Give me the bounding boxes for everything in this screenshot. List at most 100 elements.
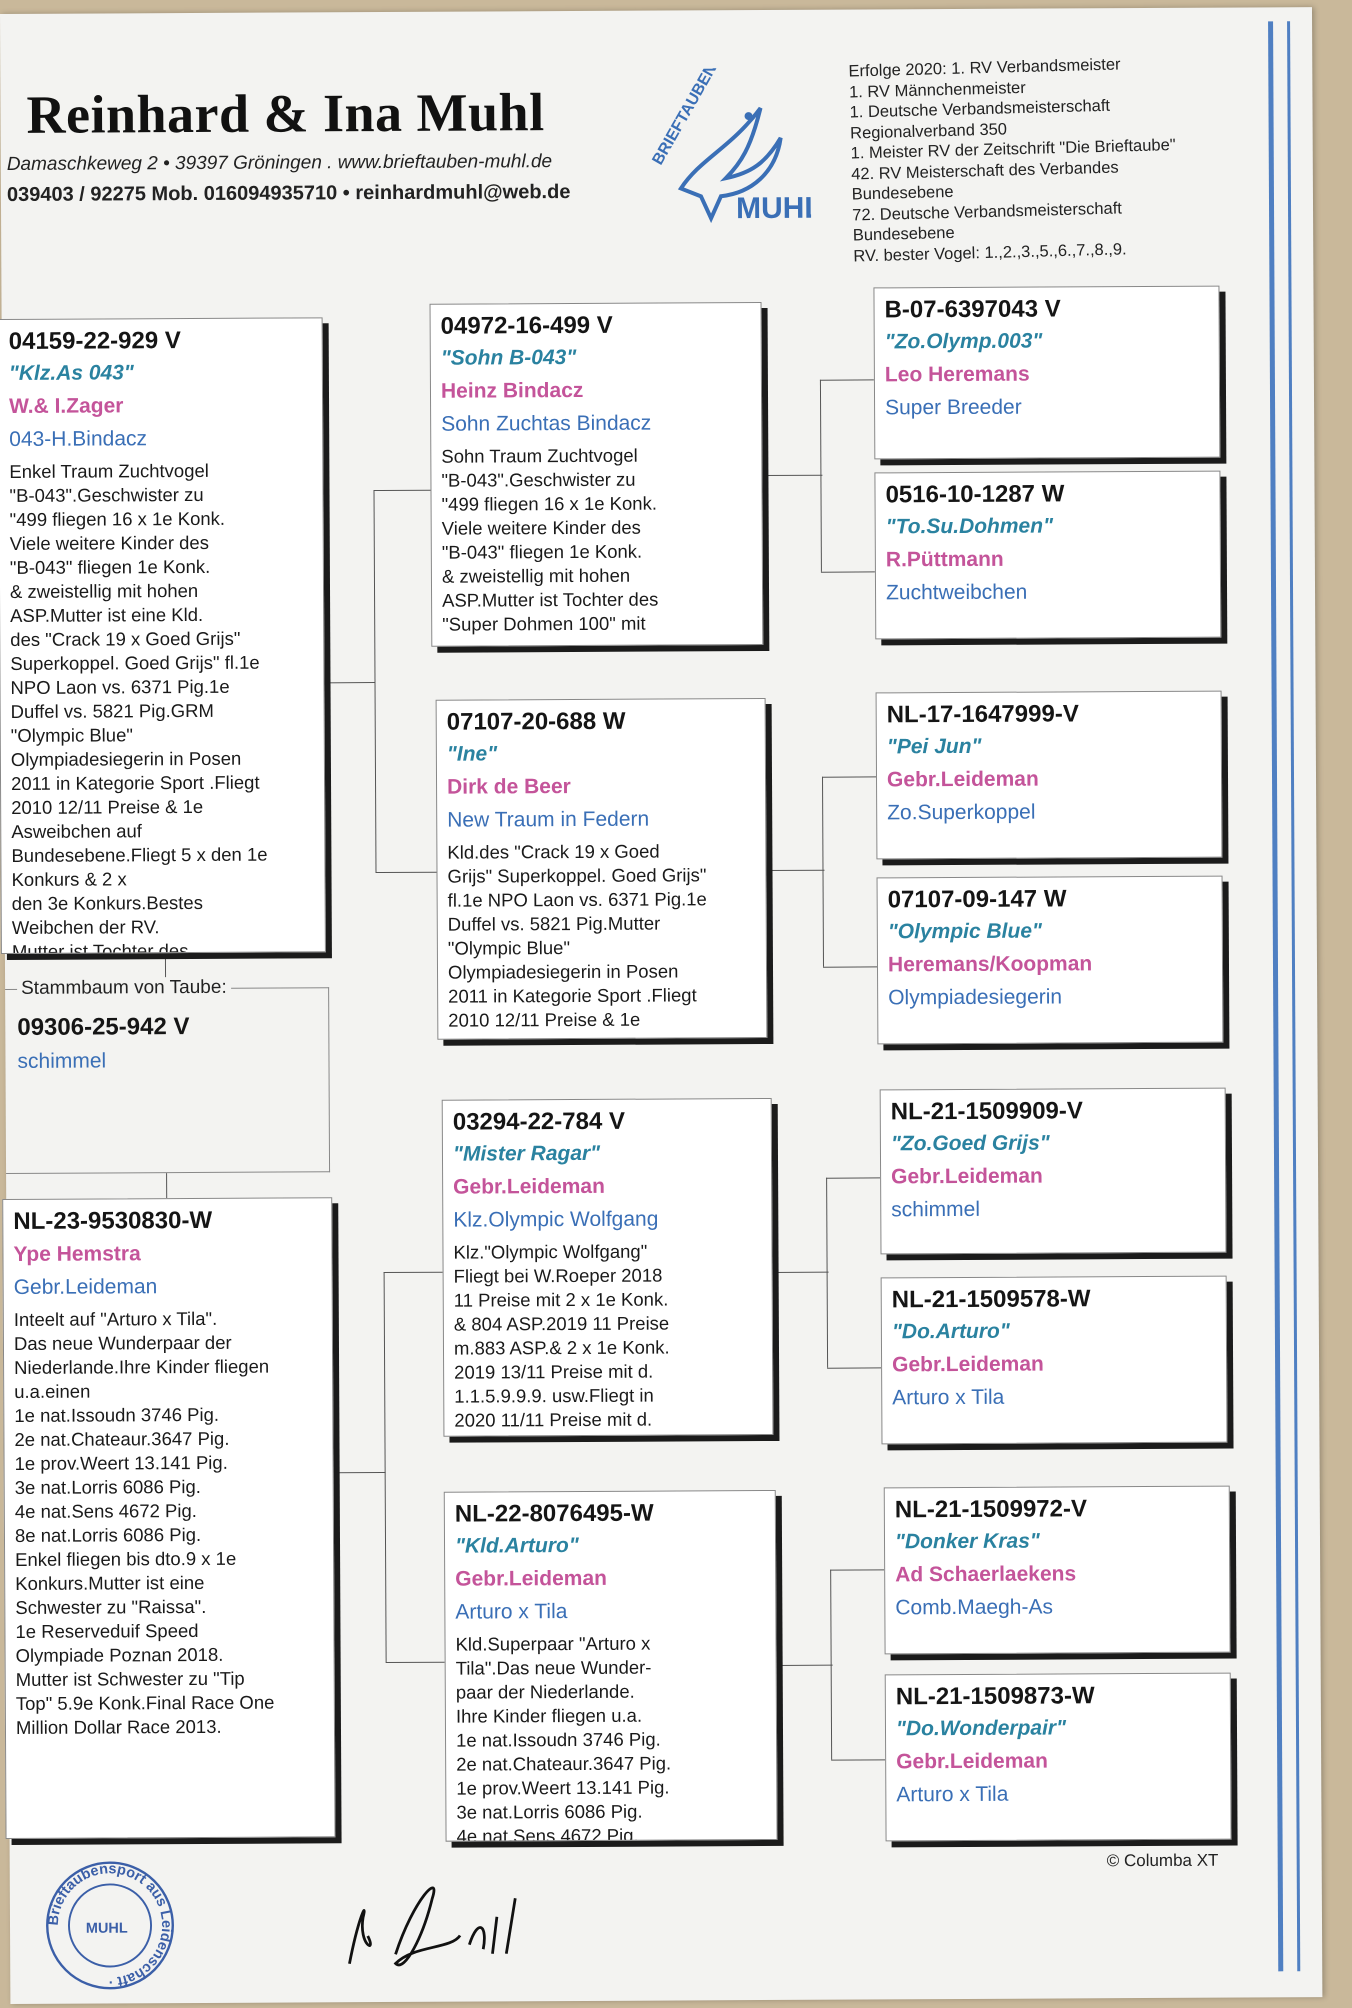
connector-line: [819, 379, 874, 381]
pigeon-name: "Zo.Goed Grijs": [890, 1131, 1050, 1156]
contact-line: 039403 / 92275 Mob. 016094935710 • reinh…: [6, 181, 571, 206]
connector-line: [827, 1367, 882, 1369]
pigeon-name: "Do.Wonderpair": [895, 1716, 1067, 1741]
signature: [348, 1886, 517, 1967]
pigeon-name: "Do.Arturo": [891, 1319, 1010, 1344]
connector-line: [826, 1177, 881, 1179]
pigeon-line3: Super Breeder: [885, 395, 1022, 420]
connector-line: [830, 1569, 885, 1571]
pedigree-box: NL-23-9530830-W Ype Hemstra Gebr.Leideman I…: [2, 1197, 336, 1839]
pigeon-ring: 0516-10-1287 W: [885, 480, 1065, 509]
pigeon-body: Sohn Traum Zuchtvogel "B-043".Geschwiste…: [441, 444, 659, 635]
pigeon-line3: Zuchtweibchen: [885, 580, 1028, 605]
connector-line: [373, 490, 377, 874]
subject-pigeon-box: Stammbaum von Taube: 09306-25-942 V schi…: [5, 976, 331, 1174]
pigeon-name: "Mister Ragar": [452, 1141, 601, 1166]
connector-line: [820, 571, 875, 573]
pedigree-box: NL-17-1647999-V "Pei Jun" Gebr.Leideman Zo.…: [875, 690, 1223, 860]
pigeon-ring: 07107-20-688 W: [446, 707, 626, 736]
connector-line: [375, 871, 437, 874]
connector-line: [762, 474, 823, 477]
pigeon-breeder: Ad Schaerlaekens: [895, 1562, 1077, 1587]
pigeon-body: Inteelt auf "Arturo x Tila". Das neue Wu…: [13, 1307, 275, 1738]
pedigree-box: 07107-20-688 W "Ine" Dirk de Beer New Traum…: [435, 698, 768, 1040]
connector-line: [383, 1272, 387, 1663]
pigeon-ring: NL-22-8076495-W: [454, 1499, 654, 1528]
pigeon-ring: NL-21-1509972-V: [894, 1495, 1088, 1524]
pigeon-name: "Ine": [446, 742, 498, 766]
connector-line: [772, 1271, 829, 1273]
pigeon-breeder: Gebr.Leideman: [892, 1352, 1044, 1377]
pigeon-ring: NL-21-1509578-W: [891, 1285, 1091, 1314]
connector-line: [822, 966, 878, 968]
connector-line: [385, 1661, 445, 1664]
pigeon-ring: 07107-09-147 W: [887, 885, 1067, 914]
pigeon-body: Klz."Olympic Wolfgang" Fliegt bei W.Roep…: [453, 1240, 670, 1431]
connector-line: [766, 869, 825, 871]
club-stamp: Brieftaubensport aus Leidenschaft · MUHL: [45, 1861, 174, 1990]
breeder-title: Reinhard & Ina Muhl: [26, 82, 545, 145]
pigeon-line3: Klz.Olympic Wolfgang: [453, 1207, 659, 1232]
connector-line: [166, 1173, 168, 1199]
pigeon-breeder: Leo Heremans: [884, 362, 1030, 387]
pedigree-box: NL-21-1509909-V "Zo.Goed Grijs" Gebr.Leide…: [879, 1087, 1227, 1255]
pigeon-body: Enkel Traum Zuchtvogel "B-043".Geschwist…: [9, 459, 268, 955]
pedigree-box: 0516-10-1287 W "To.Su.Dohmen" R.Püttmann Zu…: [874, 470, 1222, 640]
pigeon-line3: schimmel: [891, 1197, 981, 1222]
pedigree-box: 04972-16-499 V "Sohn B-043" Heinz Bindacz S…: [429, 302, 764, 647]
pigeon-line3: 043-H.Bindacz: [9, 427, 148, 451]
pigeon-ring: 04159-22-929 V: [8, 327, 181, 355]
pedigree-box: NL-21-1509578-W "Do.Arturo" Gebr.Leideman A…: [880, 1275, 1228, 1445]
pigeon-breeder: Gebr.Leideman: [896, 1749, 1048, 1774]
pigeon-breeder: Gebr.Leideman: [886, 767, 1039, 792]
pedigree-box: NL-21-1509972-V "Donker Kras" Ad Schaerlae…: [883, 1485, 1231, 1655]
pigeon-name: "Donker Kras": [894, 1529, 1040, 1554]
pedigree-box: NL-22-8076495-W "Kld.Arturo" Gebr.Leideman…: [443, 1489, 778, 1842]
pigeon-name: "Kld.Arturo": [454, 1533, 579, 1558]
pigeon-line3: Sohn Zuchtas Bindacz: [441, 411, 652, 436]
connector-line: [822, 776, 824, 967]
pigeon-breeder: Heinz Bindacz: [440, 378, 584, 403]
pigeon-ring: 04972-16-499 V: [440, 311, 613, 340]
pigeon-breeder: W.& I.Zager: [8, 394, 124, 418]
pigeon-breeder: Gebr.Leideman: [453, 1174, 605, 1199]
pigeon-name: "To.Su.Dohmen": [885, 514, 1054, 539]
connector-line: [776, 1664, 833, 1666]
pigeon-line3: Arturo x Tila: [896, 1782, 1009, 1807]
blue-rule: [1268, 21, 1284, 1972]
copyright: © Columba XT: [1106, 1850, 1219, 1871]
pigeon-breeder: Gebr.Leideman: [891, 1164, 1043, 1189]
subject-label: Stammbaum von Taube:: [17, 976, 231, 1000]
pigeon-breeder: Ype Hemstra: [13, 1242, 141, 1266]
pigeon-ring: NL-17-1647999-V: [886, 700, 1079, 729]
pedigree-box: NL-21-1509873-W "Do.Wonderpair" Gebr.Leide…: [884, 1672, 1232, 1842]
pigeon-breeder: Dirk de Beer: [446, 775, 571, 799]
brieftauben-logo: BRIEFTAUBEN MUHL: [650, 68, 812, 225]
pigeon-ring: B-07-6397043 V: [884, 295, 1061, 324]
blue-rule: [1287, 21, 1301, 1972]
connector-line: [333, 1472, 386, 1474]
pigeon-line3: New Traum in Federn: [447, 807, 650, 832]
pigeon-body: Kld.des "Crack 19 x Goed Grijs" Superkop…: [447, 840, 707, 1031]
pigeon-name: "Zo.Olymp.003": [884, 329, 1043, 354]
pigeon-line3: Arturo x Tila: [455, 1600, 568, 1624]
svg-text:MUHL: MUHL: [86, 1921, 128, 1937]
pedigree-sheet: Reinhard & Ina Muhl Damaschkeweg 2 • 393…: [0, 7, 1323, 2004]
pedigree-box: 04159-22-929 V "Klz.As 043" W.& I.Zager 043…: [0, 317, 326, 955]
connector-line: [323, 682, 376, 684]
pigeon-name: "Klz.As 043": [8, 361, 134, 385]
pigeon-line3: Olympiadesiegerin: [888, 985, 1063, 1010]
achievements-list: Erfolge 2020: 1. RV Verbandsmeister 1. RV…: [848, 53, 1178, 266]
pedigree-box: 07107-09-147 W "Olympic Blue" Heremans/Koo…: [876, 875, 1224, 1045]
connector-line: [383, 1271, 443, 1274]
pigeon-breeder: R.Püttmann: [885, 547, 1004, 572]
pigeon-breeder: Gebr.Leideman: [455, 1566, 607, 1591]
pigeon-name: "Pei Jun": [886, 734, 982, 759]
pigeon-ring: NL-21-1509873-W: [895, 1682, 1095, 1711]
pigeon-line3: Comb.Maegh-As: [895, 1595, 1053, 1620]
connector-line: [831, 1759, 886, 1761]
pigeon-breeder: Heremans/Koopman: [887, 952, 1093, 977]
address-line: Damaschkeweg 2 • 39397 Gröningen . www.b…: [6, 151, 553, 175]
pigeon-name: "Sohn B-043": [440, 345, 577, 370]
subject-color: schimmel: [17, 1049, 107, 1073]
